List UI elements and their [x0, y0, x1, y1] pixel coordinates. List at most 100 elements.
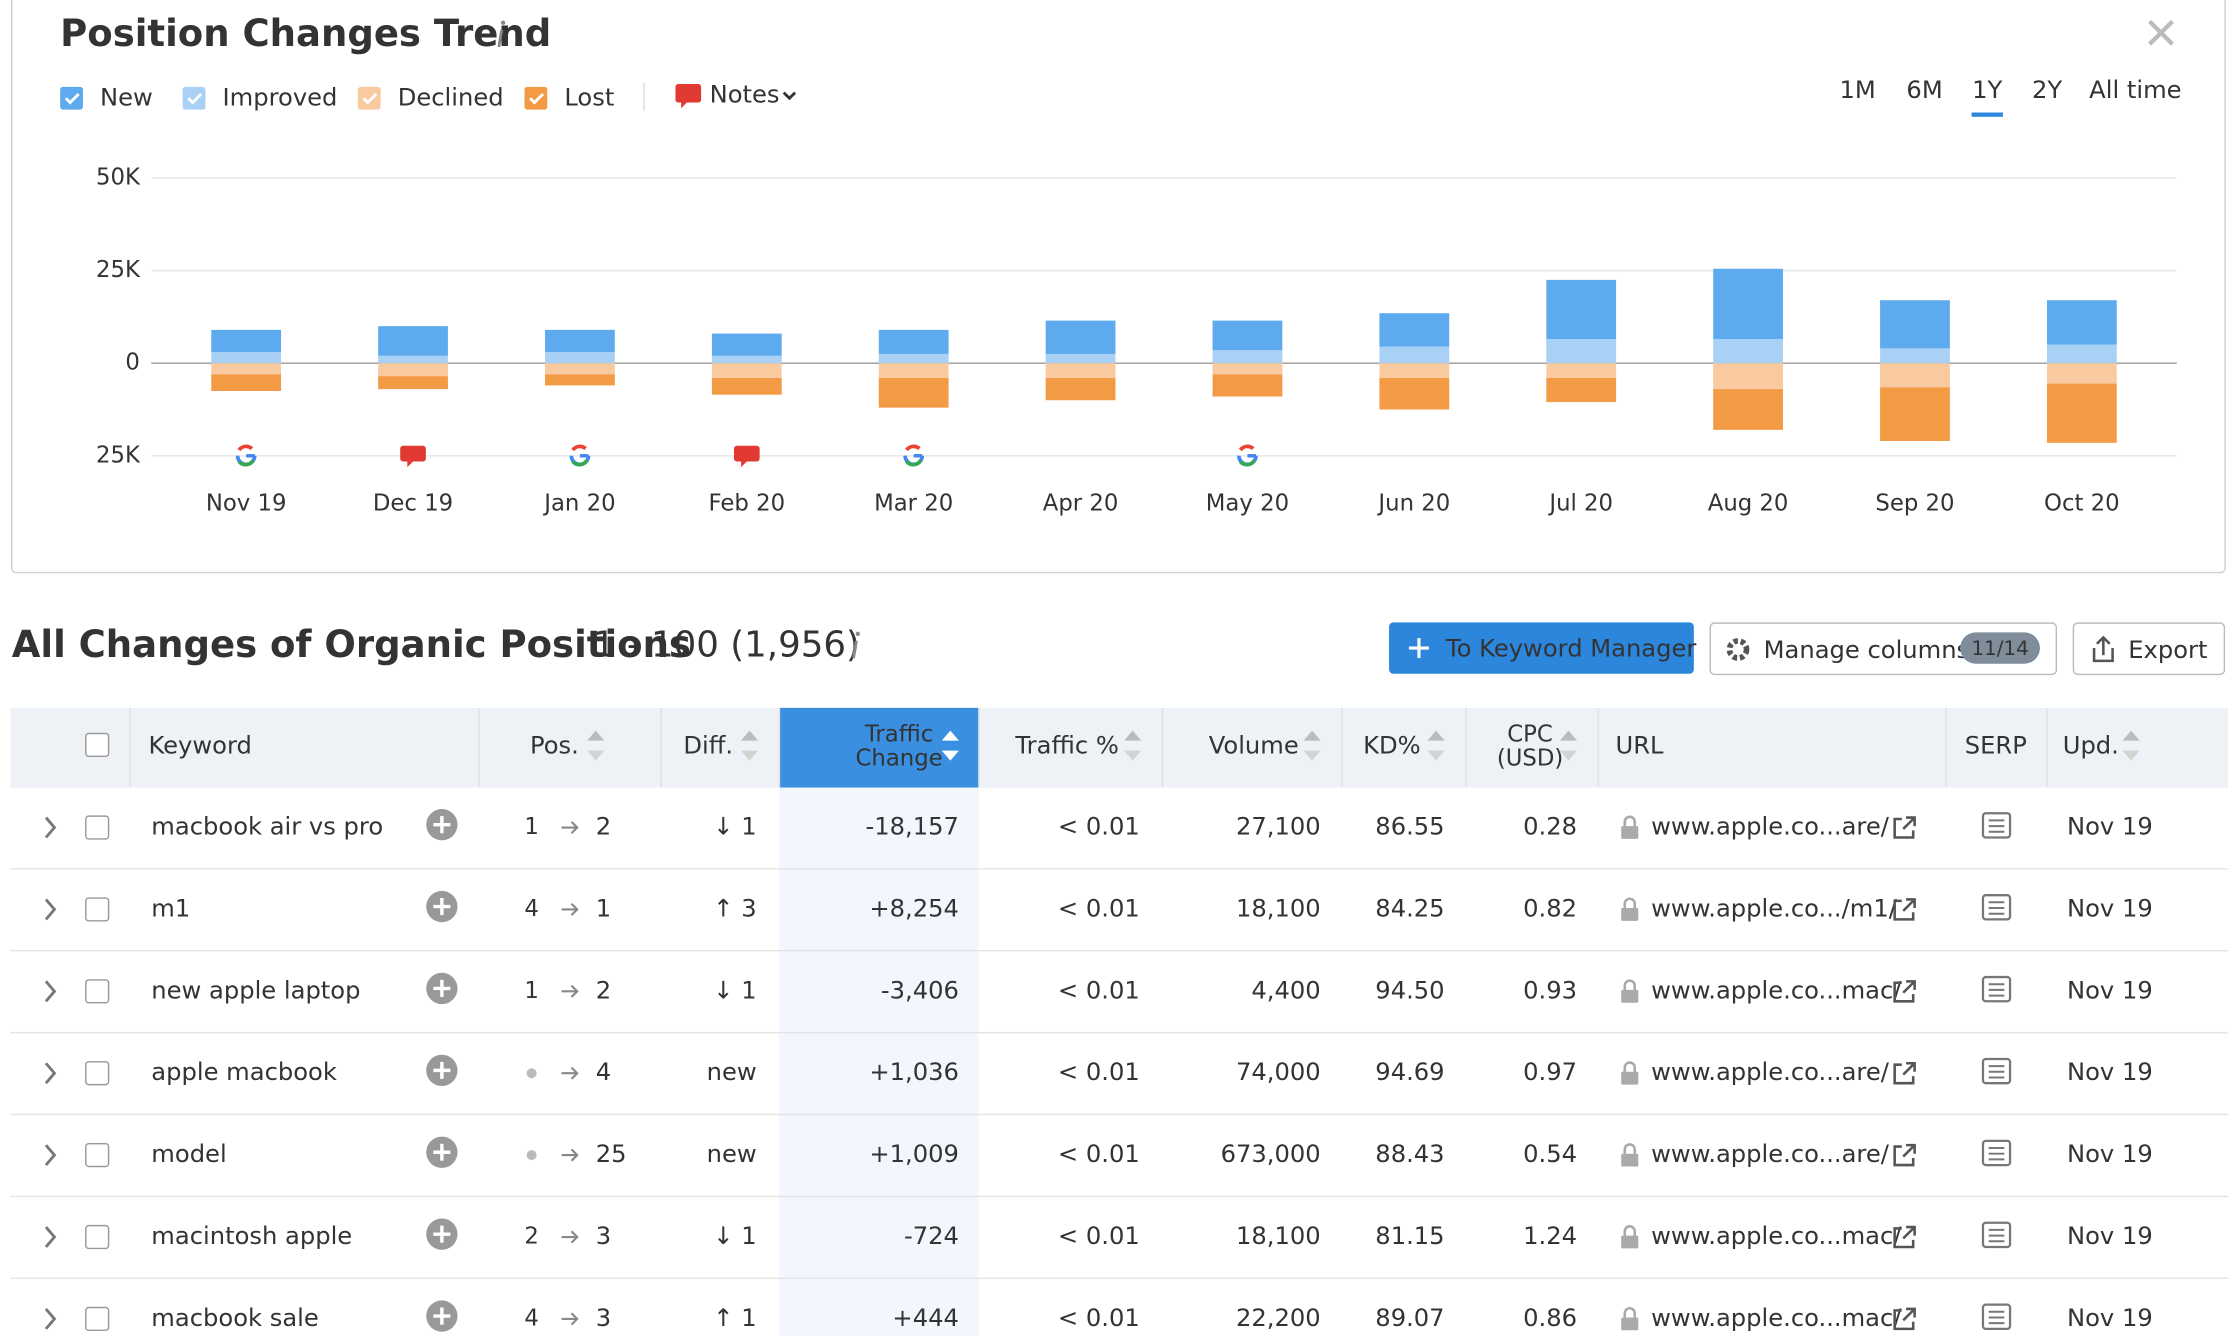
- row-checkbox[interactable]: [85, 1143, 110, 1168]
- url-link[interactable]: www.apple.co.../m1/: [1651, 894, 1898, 922]
- column-header[interactable]: SERP: [1965, 731, 2027, 759]
- column-header[interactable]: Change: [855, 746, 942, 772]
- url-link[interactable]: www.apple.co...mac/: [1651, 1304, 1902, 1332]
- row-checkbox[interactable]: [85, 979, 110, 1004]
- row-checkbox[interactable]: [85, 1061, 110, 1086]
- expand-chevron[interactable]: [44, 980, 57, 1003]
- position-to: 4: [596, 1058, 611, 1086]
- google-update-icon[interactable]: [1237, 444, 1258, 467]
- icon-part: [1238, 458, 1257, 467]
- updated-date: Nov 19: [2067, 1058, 2153, 1086]
- position-to: 2: [596, 976, 611, 1004]
- column-header[interactable]: Upd.: [2063, 731, 2119, 759]
- expand-chevron[interactable]: [44, 816, 57, 839]
- bar-segment: [2046, 344, 2117, 364]
- external-link-icon[interactable]: [1893, 1307, 1916, 1331]
- notes-icon[interactable]: [675, 84, 702, 109]
- icon-part: [905, 458, 923, 467]
- add-keyword-plus: [433, 898, 451, 916]
- serp-icon-lines: [1988, 1228, 2005, 1243]
- column-header[interactable]: Traffic %: [1014, 731, 1118, 759]
- add-keyword-plus: [433, 816, 451, 834]
- column-header[interactable]: Diff.: [683, 731, 733, 759]
- url-link[interactable]: www.apple.co...are/: [1651, 1140, 1890, 1168]
- export-button[interactable]: Export: [2072, 622, 2226, 676]
- keyword-link[interactable]: apple macbook: [151, 1058, 337, 1086]
- expand-chevron[interactable]: [44, 1144, 57, 1167]
- expand-chevron[interactable]: [44, 1062, 57, 1085]
- external-link-icon[interactable]: [1893, 898, 1916, 921]
- legend-checkbox[interactable]: [357, 86, 381, 110]
- google-update-icon[interactable]: [235, 444, 257, 467]
- keyword-link[interactable]: macbook air vs pro: [151, 813, 383, 841]
- external-link-icon[interactable]: [1893, 1061, 1916, 1085]
- traffic-change: -724: [904, 1222, 959, 1250]
- column-header[interactable]: Volume: [1209, 731, 1299, 759]
- bar-segment: [1379, 346, 1450, 364]
- legend-label[interactable]: Declined: [398, 83, 504, 111]
- select-all-checkbox[interactable]: [85, 732, 110, 758]
- lock-body: [1621, 989, 1639, 1003]
- sorted-header[interactable]: [779, 707, 979, 788]
- keyword-link[interactable]: macintosh apple: [151, 1222, 352, 1250]
- notes-label[interactable]: Notes: [710, 80, 780, 108]
- keyword-manager-button[interactable]: To Keyword Manager: [1389, 622, 1696, 674]
- no-position-dot: [526, 1068, 537, 1079]
- range-option[interactable]: 1M: [1839, 76, 1875, 104]
- button-label[interactable]: Manage columns: [1764, 636, 1970, 664]
- legend-checkbox[interactable]: [182, 86, 206, 110]
- button-label[interactable]: Export: [2128, 636, 2207, 664]
- url-link[interactable]: www.apple.co...are/: [1651, 813, 1890, 841]
- bar-segment: [211, 363, 282, 375]
- note-icon[interactable]: [400, 445, 426, 468]
- column-header[interactable]: KD%: [1363, 731, 1421, 759]
- keyword-link[interactable]: model: [151, 1140, 226, 1168]
- legend-label[interactable]: Lost: [564, 83, 614, 111]
- range-option[interactable]: 6M: [1906, 76, 1942, 104]
- url-link[interactable]: www.apple.co...mac/: [1651, 976, 1902, 1004]
- column-header[interactable]: Traffic: [864, 721, 933, 747]
- column-header[interactable]: URL: [1616, 731, 1665, 759]
- column-header[interactable]: Keyword: [148, 731, 251, 759]
- keyword-link[interactable]: new apple laptop: [151, 976, 360, 1004]
- column-header[interactable]: CPC: [1507, 721, 1553, 747]
- close-button[interactable]: [2148, 19, 2174, 46]
- keyword-link[interactable]: m1: [151, 894, 190, 922]
- column-header[interactable]: Pos.: [530, 731, 579, 759]
- expand-chevron[interactable]: [44, 1308, 57, 1330]
- bar-segment: [1212, 363, 1283, 375]
- external-link-icon[interactable]: [1893, 980, 1916, 1003]
- position-arrow: [561, 1066, 579, 1080]
- bar-segment: [1546, 378, 1617, 403]
- row-checkbox[interactable]: [85, 1306, 110, 1332]
- range-option[interactable]: All time: [2089, 76, 2181, 104]
- external-link-icon[interactable]: [1893, 1143, 1916, 1167]
- google-update-icon[interactable]: [903, 444, 925, 467]
- serp-icon-lines: [1988, 1310, 2005, 1325]
- keyword-link[interactable]: macbook sale: [151, 1304, 318, 1332]
- range-option[interactable]: 1Y: [1972, 76, 2002, 104]
- legend-checkbox[interactable]: [524, 86, 548, 110]
- manage-columns-button[interactable]: Manage columns 11/14: [1709, 622, 2058, 676]
- column-header[interactable]: (USD): [1497, 746, 1563, 772]
- url-link[interactable]: www.apple.co...are/: [1651, 1058, 1890, 1086]
- position-arrow: [561, 1148, 579, 1162]
- note-icon[interactable]: [733, 445, 760, 468]
- expand-chevron[interactable]: [44, 898, 57, 921]
- google-update-icon[interactable]: [569, 444, 591, 467]
- row-checkbox[interactable]: [85, 897, 110, 922]
- x-tick-label: May 20: [1206, 491, 1289, 517]
- legend-label[interactable]: New: [100, 83, 153, 111]
- legend-label[interactable]: Improved: [223, 83, 338, 111]
- legend-checkbox[interactable]: [60, 86, 83, 110]
- range-option[interactable]: 2Y: [2032, 76, 2062, 104]
- row-checkbox[interactable]: [85, 1224, 110, 1250]
- lock-body: [1621, 1153, 1639, 1167]
- button-label[interactable]: To Keyword Manager: [1445, 634, 1696, 662]
- url-link[interactable]: www.apple.co...mac/: [1651, 1222, 1902, 1250]
- lock-body: [1621, 1317, 1639, 1331]
- expand-chevron[interactable]: [44, 1226, 57, 1248]
- external-link-icon[interactable]: [1893, 816, 1916, 839]
- external-link-icon[interactable]: [1893, 1225, 1916, 1249]
- row-checkbox[interactable]: [85, 815, 110, 840]
